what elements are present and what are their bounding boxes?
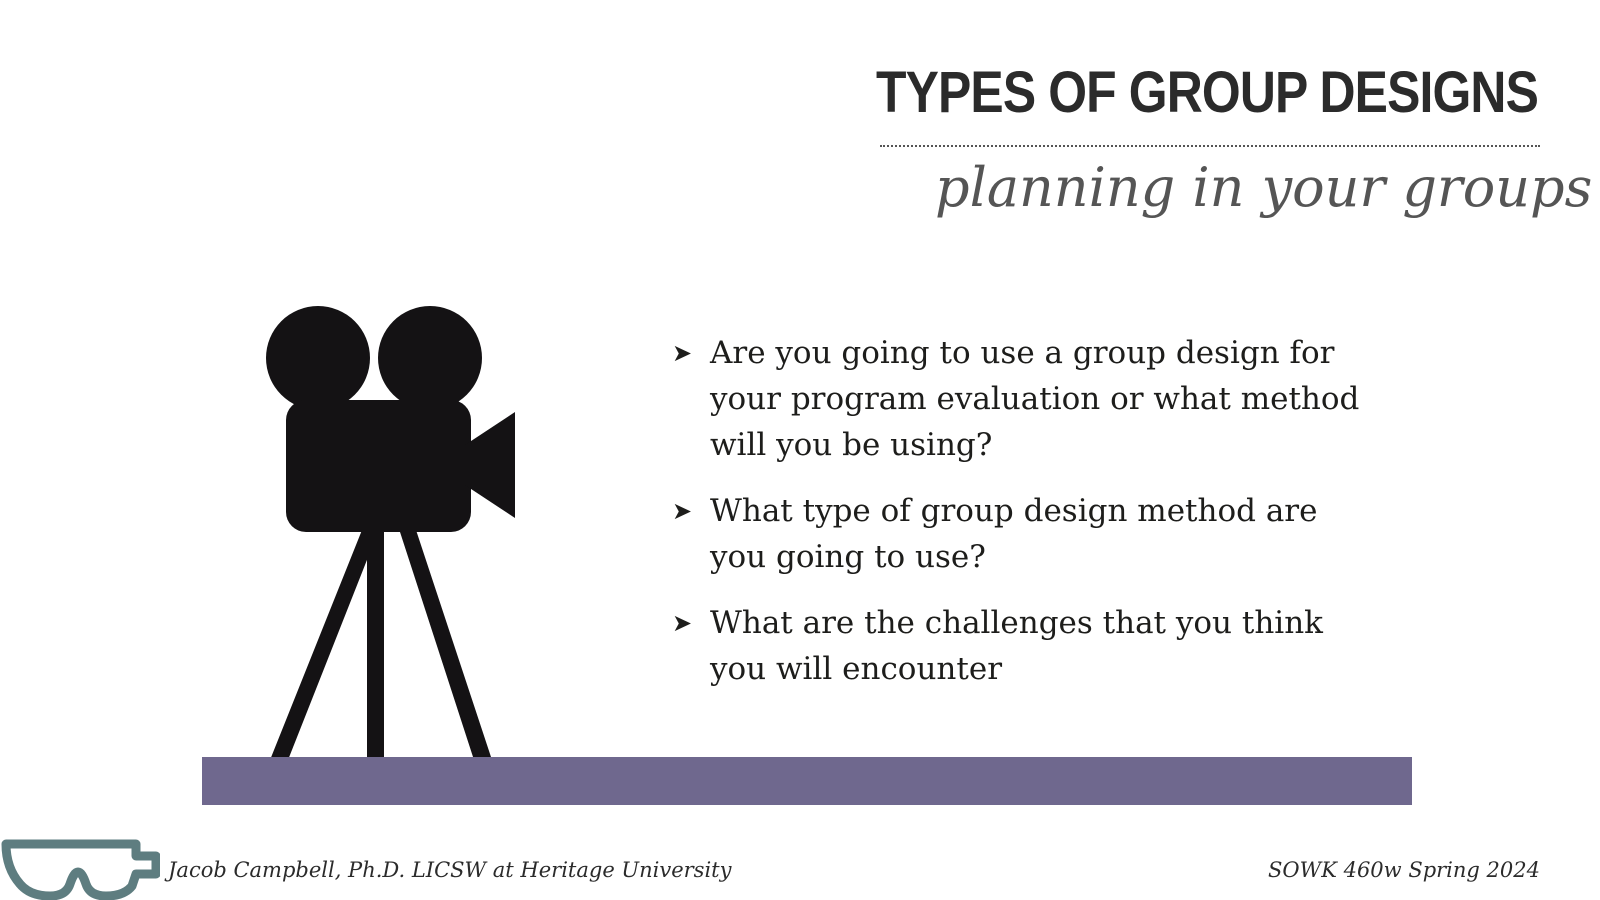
slide-subtitle: planning in your groups (935, 156, 1593, 219)
arrow-bullet-icon: ➤ (672, 339, 693, 367)
arrow-bullet-icon: ➤ (672, 497, 693, 525)
accent-floor-bar (202, 757, 1412, 805)
goggles-icon (1, 839, 160, 900)
slide-title: TYPES OF GROUP DESIGNS (876, 60, 1539, 125)
title-divider (880, 145, 1540, 147)
arrow-bullet-icon: ➤ (672, 609, 693, 637)
bullet-text: What are the challenges that you think y… (710, 605, 1323, 687)
footer-course: SOWK 460w Spring 2024 (1268, 858, 1540, 882)
bullet-item: ➤ Are you going to use a group design fo… (672, 330, 1372, 468)
bullet-text: What type of group design method are you… (710, 493, 1318, 575)
bullet-item: ➤ What are the challenges that you think… (672, 600, 1372, 692)
footer-author: Jacob Campbell, Ph.D. LICSW at Heritage … (168, 858, 732, 882)
movie-camera-icon (266, 306, 515, 760)
bullet-text: Are you going to use a group design for … (710, 335, 1360, 463)
bullet-list: ➤ Are you going to use a group design fo… (672, 330, 1372, 712)
bullet-item: ➤ What type of group design method are y… (672, 488, 1372, 580)
